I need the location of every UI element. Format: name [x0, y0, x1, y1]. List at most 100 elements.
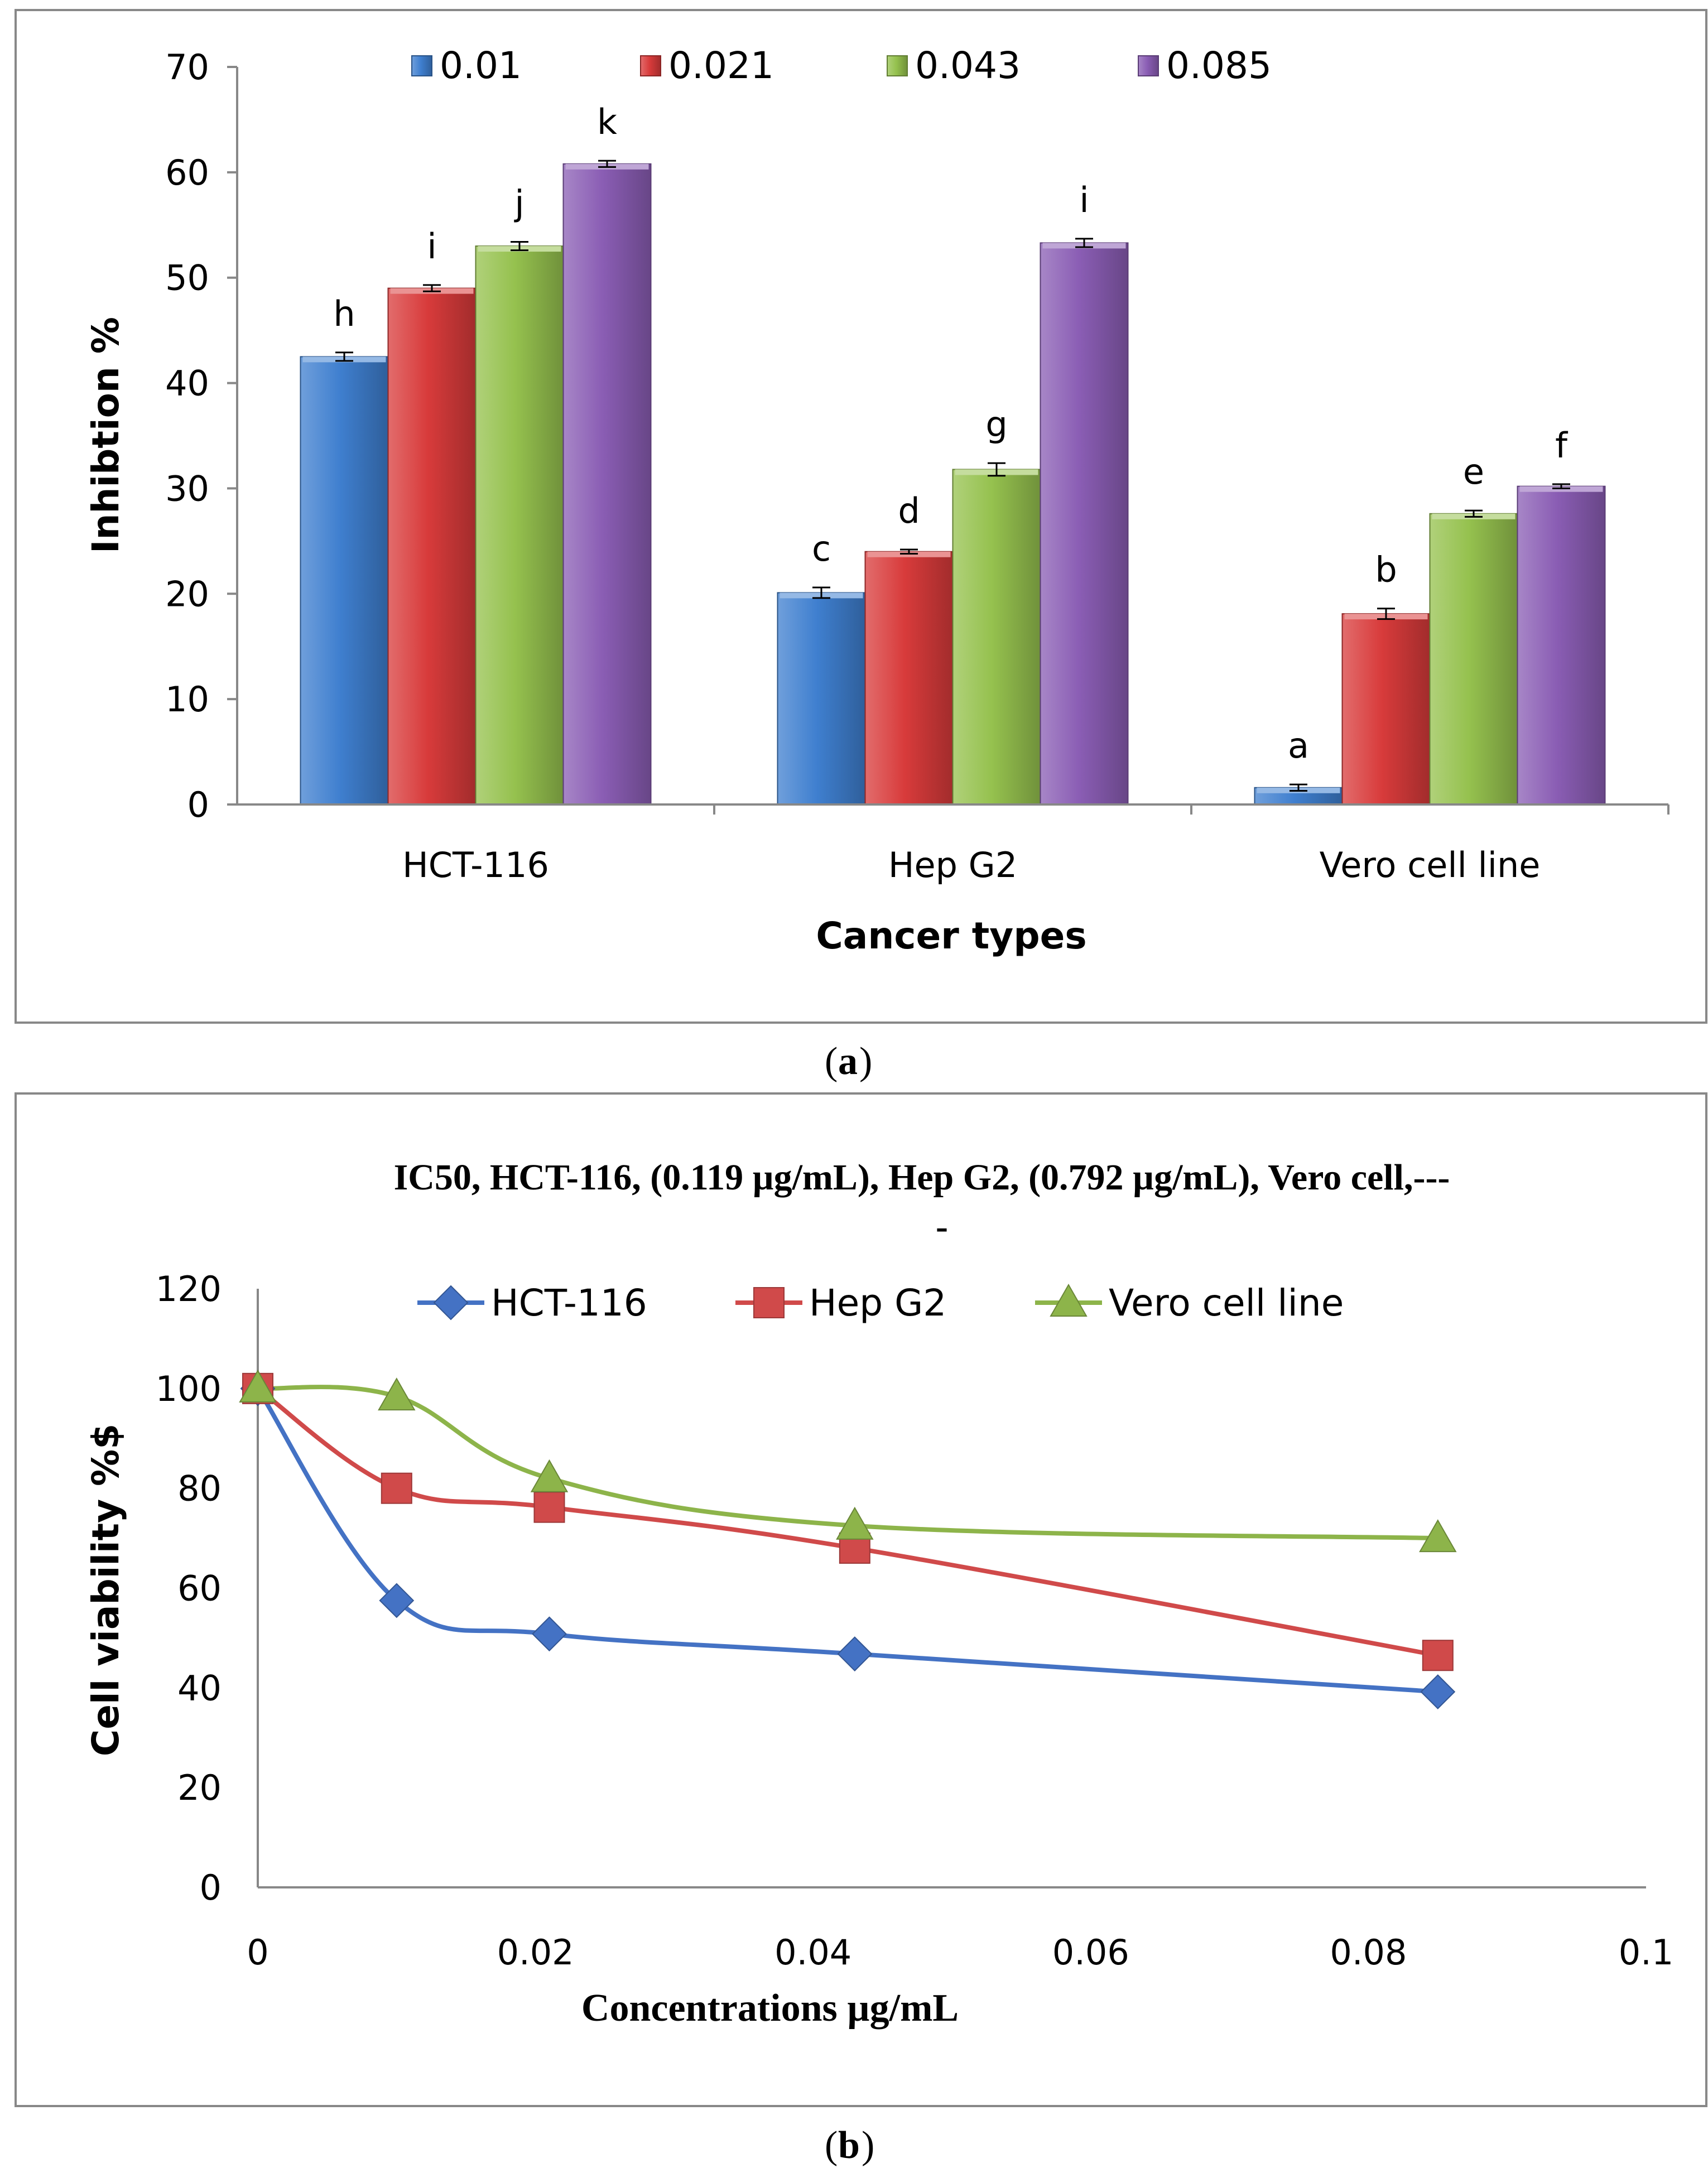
panel-b-caption: ( b ) — [825, 2124, 874, 2167]
x-axis-ticks: 0 0.02 0.04 0.06 0.08 0.1 — [247, 1932, 1673, 1973]
bar — [952, 469, 1041, 805]
y-tick-label: 60 — [177, 1568, 222, 1609]
y-tick-label: 40 — [177, 1668, 222, 1708]
x-category-label: Vero cell line — [1320, 845, 1541, 885]
chart-title-line2: - — [936, 1206, 948, 1247]
y-tick-label: 20 — [177, 1767, 222, 1808]
x-tick-label: 0 — [247, 1932, 268, 1973]
legend-label: 0.01 — [440, 44, 522, 87]
y-axis-ticks: 0 10 20 30 40 50 60 70 — [165, 47, 237, 825]
legend-marker — [433, 1285, 469, 1321]
x-axis-title: Cancer types — [816, 914, 1086, 957]
significance-letter: b — [1375, 550, 1397, 590]
y-tick-label: 40 — [165, 363, 209, 404]
panel-label-b: b — [838, 2124, 860, 2167]
significance-letter: c — [812, 528, 831, 569]
bar — [1040, 242, 1129, 805]
significance-letter: e — [1463, 451, 1484, 492]
x-tick-label: 0.08 — [1330, 1932, 1407, 1973]
bar — [387, 287, 477, 805]
legend-marker — [753, 1287, 785, 1318]
legend-swatch — [640, 55, 661, 76]
x-tick-label: 0.1 — [1619, 1932, 1674, 1973]
caption-close-paren: ) — [862, 2124, 874, 2167]
panel-a-caption: ( a ) — [825, 1040, 872, 1083]
bar-group: h i j k c d g i a b e f — [300, 102, 1606, 806]
line-chart-panel-b: IC50, HCT-116, (0.119 µg/mL), Hep G2, (0… — [84, 1157, 1673, 2030]
bar — [562, 163, 652, 806]
chart-title-line1: IC50, HCT-116, (0.119 µg/mL), Hep G2, (0… — [394, 1157, 1450, 1198]
significance-letter: g — [985, 404, 1007, 445]
x-category-label: Hep G2 — [888, 845, 1017, 885]
y-tick-label: 80 — [177, 1468, 222, 1509]
panel-label-a: a — [838, 1040, 858, 1083]
y-axis-title: Inhibtion % — [84, 317, 127, 553]
significance-letter: h — [333, 293, 355, 334]
legend-label: 0.043 — [915, 44, 1021, 87]
legend-swatch — [1138, 55, 1159, 76]
data-point — [381, 1472, 412, 1504]
legend-marker — [1050, 1283, 1088, 1317]
data-point — [533, 1491, 565, 1523]
legend-label: 0.021 — [668, 44, 774, 87]
y-tick-label: 60 — [165, 152, 209, 193]
x-tick-label: 0.04 — [774, 1932, 851, 1973]
x-tick-label: 0.02 — [497, 1932, 574, 1973]
bar — [777, 592, 866, 805]
series-lines — [239, 1369, 1457, 1709]
y-axis-ticks: 0 20 40 60 80 100 120 — [156, 1269, 222, 1908]
data-point — [1420, 1674, 1456, 1709]
data-point — [1419, 1519, 1457, 1553]
x-axis-ticks: HCT-116 Hep G2 Vero cell line — [402, 804, 1669, 885]
y-tick-label: 30 — [165, 468, 209, 509]
legend-label: HCT-116 — [491, 1281, 647, 1324]
significance-letter: k — [597, 102, 617, 142]
data-point — [837, 1636, 873, 1671]
data-point — [1422, 1640, 1454, 1671]
y-tick-label: 0 — [200, 1867, 222, 1908]
legend: HCT-116 Hep G2 Vero cell line — [417, 1281, 1344, 1324]
significance-letter: j — [513, 183, 524, 224]
panel-b-border — [15, 1092, 1707, 2107]
y-tick-label: 120 — [156, 1269, 222, 1309]
bar — [864, 551, 954, 805]
bar — [300, 356, 389, 805]
series-line-hep-g2 — [256, 1386, 1438, 1658]
caption-close-paren: ) — [859, 1040, 872, 1083]
legend-label: 0.085 — [1166, 44, 1272, 87]
y-tick-label: 10 — [165, 679, 209, 720]
caption-open-paren: ( — [825, 2124, 838, 2167]
data-point — [530, 1459, 569, 1492]
significance-letter: d — [898, 490, 920, 531]
x-tick-label: 0.06 — [1052, 1932, 1129, 1973]
data-point — [239, 1369, 277, 1403]
y-tick-label: 100 — [156, 1369, 222, 1409]
y-tick-label: 20 — [165, 574, 209, 614]
series-line-hct-116 — [256, 1387, 1438, 1694]
bar — [1341, 613, 1431, 805]
data-point — [378, 1377, 416, 1411]
significance-letter: i — [427, 226, 436, 267]
y-tick-label: 50 — [165, 258, 209, 298]
x-axis-title: Concentrations µg/mL — [581, 1987, 959, 2030]
y-tick-label: 0 — [187, 784, 209, 825]
y-axis-title: Cell viability %$ — [84, 1424, 127, 1756]
significance-letter: f — [1555, 425, 1569, 466]
significance-letter: i — [1079, 180, 1089, 220]
legend-label: Vero cell line — [1109, 1281, 1344, 1324]
panel-a-border — [15, 9, 1707, 1024]
legend: 0.01 0.021 0.043 0.085 — [411, 44, 1272, 87]
legend-swatch — [411, 55, 432, 76]
legend-label: Hep G2 — [809, 1281, 946, 1324]
bar-chart-panel-a: 0 10 20 30 40 50 60 70 h i j k c d g i a b e f HCT-116 Hep … — [84, 44, 1669, 957]
significance-letter: a — [1288, 725, 1309, 766]
bar — [1517, 485, 1606, 805]
legend-swatch — [887, 55, 908, 76]
data-point — [836, 1506, 874, 1540]
bar — [475, 245, 564, 805]
data-point — [532, 1616, 567, 1652]
y-tick-label: 70 — [165, 47, 209, 88]
caption-open-paren: ( — [825, 1040, 838, 1083]
data-point — [379, 1583, 415, 1618]
